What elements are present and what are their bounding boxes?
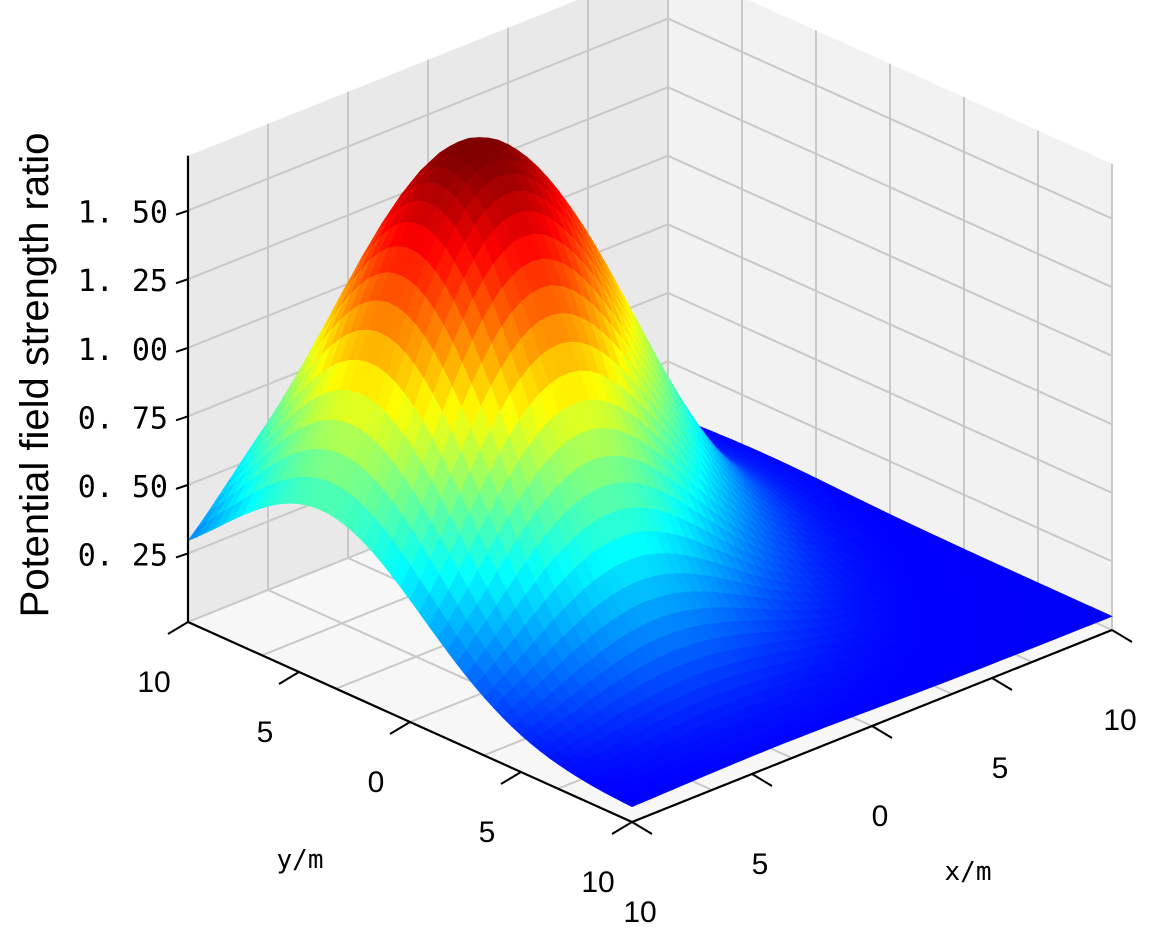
y-tick-label: 0 xyxy=(368,766,385,799)
z-tick-label: 1. 25 xyxy=(78,264,168,299)
x-tick xyxy=(1111,629,1133,643)
tick-labels: 0. 25 0. 50 0. 75 1. 00 1. 25 1. 50 10 5 0 5 10 10 5… xyxy=(78,196,1137,929)
x-tick-label: 5 xyxy=(992,752,1009,785)
z-tick-label: 1. 00 xyxy=(78,333,168,368)
z-tick xyxy=(175,552,189,559)
x-tick xyxy=(631,821,653,835)
grid-line xyxy=(667,154,1113,357)
z-tick-label: 1. 50 xyxy=(78,196,168,231)
x-axis-title: x/m xyxy=(945,857,992,887)
grid-line xyxy=(667,291,1113,494)
x-tick xyxy=(871,725,893,739)
surface-cell xyxy=(622,797,643,808)
x-tick-label: 5 xyxy=(752,848,769,881)
z-tick xyxy=(175,483,189,490)
z-axis-title: Potential field strength ratio xyxy=(13,133,57,618)
y-tick-label: 5 xyxy=(257,716,274,749)
z-tick xyxy=(175,209,189,216)
grid-line xyxy=(667,86,1113,289)
grid-line xyxy=(667,360,1113,563)
y-tick-label: 5 xyxy=(479,816,496,849)
z-tick xyxy=(175,346,189,353)
y-tick xyxy=(167,621,189,635)
surface-mesh xyxy=(187,137,1113,808)
z-tick xyxy=(175,415,189,422)
z-tick-label: 0. 50 xyxy=(78,470,168,505)
grid-line xyxy=(187,17,669,212)
y-tick-label: 10 xyxy=(581,866,614,899)
y-tick-label: 10 xyxy=(137,666,170,699)
z-tick-label: 0. 75 xyxy=(78,401,168,436)
x-tick-label: 10 xyxy=(1103,704,1136,737)
x-tick xyxy=(751,773,773,787)
y-tick xyxy=(278,671,300,685)
y-axis-title: y/m xyxy=(277,845,324,875)
z-tick xyxy=(175,278,189,285)
y-tick xyxy=(389,721,411,735)
axis-lines xyxy=(167,155,1133,835)
x-tick xyxy=(991,677,1013,691)
z-tick-label: 0. 25 xyxy=(78,538,168,573)
x-tick-label: 0 xyxy=(872,800,889,833)
y-tick xyxy=(500,771,522,785)
x-tick-label: 10 xyxy=(623,896,656,929)
grid-line xyxy=(667,17,1113,220)
grid-line xyxy=(667,223,1113,426)
y-tick xyxy=(611,821,633,835)
